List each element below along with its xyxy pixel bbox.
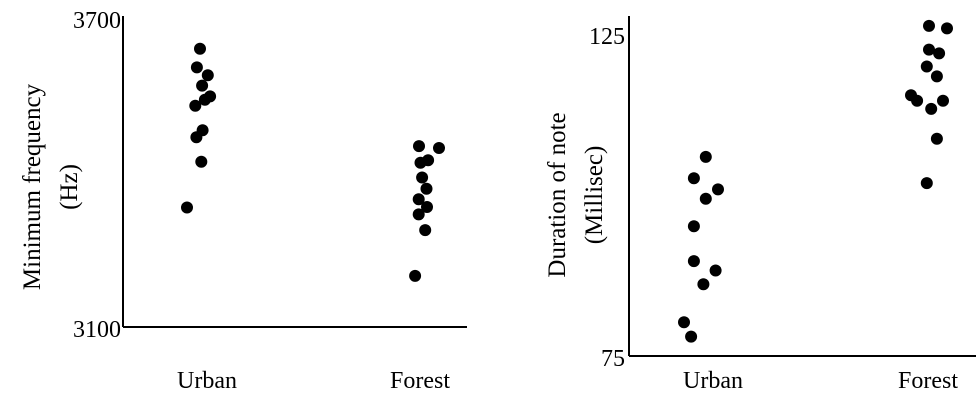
- panel-frequency: 3700 3100 Minimum frequency (Hz) Urban F…: [19, 8, 467, 393]
- data-point-urban: [190, 61, 203, 74]
- panel-duration: 125 75 Duration of note (Millisec) Urban…: [544, 16, 976, 393]
- data-point-forest: [937, 94, 949, 107]
- data-point-forest: [925, 102, 938, 115]
- data-points: [678, 19, 953, 343]
- data-point-forest: [920, 177, 933, 190]
- data-point-urban: [190, 131, 203, 144]
- data-point-urban: [196, 79, 209, 92]
- y-axis-label-line2: (Millisec): [581, 146, 608, 245]
- data-point-urban: [194, 42, 206, 55]
- data-point-urban: [198, 93, 211, 106]
- data-point-urban: [709, 264, 722, 277]
- data-point-forest: [930, 132, 943, 145]
- data-point-urban: [687, 255, 700, 268]
- data-point-urban: [687, 220, 700, 233]
- data-points: [181, 42, 445, 282]
- y-axis-label-line1: Duration of note: [544, 112, 571, 277]
- data-point-forest: [941, 22, 953, 35]
- data-point-forest: [419, 224, 432, 237]
- data-point-forest: [920, 60, 933, 73]
- y-axis-label-line2: (Hz): [56, 164, 83, 210]
- x-category-label-forest: Forest: [898, 368, 958, 393]
- x-category-label-forest: Forest: [390, 368, 450, 393]
- data-point-forest: [923, 19, 935, 32]
- data-point-forest: [930, 70, 943, 83]
- y-tick-label-min: 75: [601, 346, 625, 372]
- y-tick-label-max: 125: [589, 24, 625, 50]
- data-point-forest: [933, 47, 946, 60]
- data-point-urban: [201, 69, 214, 82]
- data-point-forest: [414, 156, 427, 169]
- data-point-urban: [181, 201, 193, 214]
- data-point-urban: [678, 316, 690, 329]
- data-point-urban: [697, 278, 710, 291]
- y-tick-label-max: 3700: [73, 8, 121, 34]
- data-point-urban: [699, 192, 712, 205]
- y-axis-label-line1: Minimum frequency: [19, 83, 46, 290]
- data-point-forest: [412, 193, 425, 206]
- data-point-forest: [923, 43, 935, 56]
- data-point-urban: [712, 183, 724, 196]
- data-point-urban: [195, 155, 208, 168]
- data-point-forest: [416, 171, 429, 184]
- data-point-urban: [189, 99, 202, 112]
- data-point-urban: [699, 150, 712, 163]
- data-point-urban: [687, 172, 700, 185]
- data-point-forest: [412, 208, 425, 221]
- x-category-label-urban: Urban: [177, 368, 237, 393]
- y-tick-label-min: 3100: [73, 317, 121, 343]
- data-point-forest: [421, 201, 433, 213]
- x-category-label-urban: Urban: [683, 368, 743, 393]
- data-point-urban: [685, 330, 698, 343]
- data-point-forest: [420, 182, 433, 195]
- data-point-forest: [911, 94, 924, 107]
- data-point-forest: [433, 142, 445, 154]
- data-point-forest: [409, 269, 422, 282]
- data-point-forest: [413, 140, 425, 153]
